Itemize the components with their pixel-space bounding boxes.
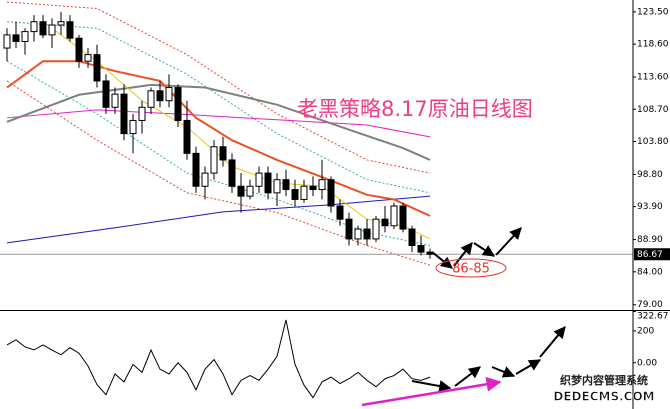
watermark: DEDECMS.COM	[553, 390, 654, 404]
target-ellipse	[435, 258, 507, 278]
candle-body	[120, 93, 128, 135]
candle-body	[264, 172, 272, 194]
candle-body	[282, 179, 290, 191]
candle-body	[48, 24, 56, 36]
y-tick-label: 118.60	[637, 40, 669, 50]
candle-body	[66, 21, 74, 39]
candle-body	[336, 205, 344, 220]
candle-body	[183, 119, 191, 154]
candle-body	[210, 146, 218, 174]
candle-body	[30, 21, 38, 33]
watermark: 织梦内容管理系统	[560, 373, 648, 387]
candle-body	[39, 21, 47, 36]
candle-body	[102, 80, 110, 108]
annotation-arrows	[411, 227, 566, 392]
candle-body	[291, 189, 299, 200]
candle-body	[246, 185, 254, 197]
last-price-box	[634, 248, 670, 261]
candle-body	[237, 185, 245, 197]
y-tick-label: 322.67	[637, 312, 669, 322]
indicator-line	[6, 80, 431, 266]
candle-body	[273, 179, 281, 194]
candle-body	[147, 90, 155, 108]
candle-body	[84, 54, 92, 62]
indicator-line	[6, 195, 431, 244]
candle-body	[75, 37, 83, 62]
candle-body	[309, 185, 317, 191]
y-tick-label: 84.00	[637, 267, 663, 277]
y-tick-label: 88.90	[637, 235, 663, 245]
candle-body	[165, 87, 173, 102]
arrow	[454, 366, 481, 387]
candle-body	[228, 159, 236, 187]
y-tick-label: 98.80	[637, 170, 663, 180]
candle-body	[381, 218, 389, 227]
candle-body	[327, 179, 335, 207]
candle-body	[174, 87, 182, 121]
candle-body	[255, 172, 263, 187]
indicator-line	[6, 1, 431, 174]
y-tick-label: 103.80	[637, 137, 669, 147]
candle-body	[300, 185, 308, 200]
y-tick-label: 93.90	[637, 202, 663, 212]
arrow	[453, 242, 473, 267]
candle-body	[219, 146, 227, 161]
candle-body	[363, 228, 371, 240]
candle-body	[3, 34, 11, 49]
indicator-line	[6, 83, 431, 161]
indicator-line	[6, 60, 431, 217]
arrow	[431, 251, 453, 269]
candle-body	[345, 218, 353, 240]
candle-body	[156, 90, 164, 102]
candle-body	[111, 93, 119, 108]
arrow	[361, 376, 502, 407]
last-price-label: 86.67	[637, 250, 663, 260]
annotation-target: 86-85	[452, 262, 490, 277]
y-tick-label: 108.70	[637, 105, 669, 115]
candle-body	[408, 228, 416, 246]
indicator-line	[6, 21, 431, 194]
y-tick-label: 123.50	[637, 7, 669, 17]
candle-body	[21, 31, 29, 42]
y-tick-label: 0.00	[637, 358, 657, 368]
arrow	[539, 326, 566, 358]
y-tick-label: 200	[637, 326, 654, 336]
annotation-title: 老黑策略8.17原油日线图	[297, 97, 533, 121]
arrow	[473, 242, 496, 257]
candle-body	[93, 54, 101, 82]
candle-body	[138, 106, 146, 121]
candle-body	[201, 172, 209, 187]
candle-body	[399, 205, 407, 230]
candle-body	[372, 218, 380, 240]
plot-area	[0, 1, 633, 399]
arrow	[491, 366, 516, 378]
arrow	[515, 359, 542, 375]
candle-body	[318, 179, 326, 191]
y-tick-label: 113.60	[637, 73, 669, 83]
candle-body	[57, 21, 65, 26]
candle-body	[417, 244, 425, 253]
indicator-line	[6, 109, 431, 138]
candle-body	[192, 152, 200, 187]
arrow	[495, 227, 522, 256]
candle-body	[129, 119, 137, 135]
candle-body	[354, 228, 362, 240]
candle-body	[12, 34, 20, 42]
oscillator-line	[6, 319, 431, 399]
candle-body	[390, 205, 398, 227]
arrow	[411, 380, 452, 392]
y-tick-label: 79.00	[637, 300, 663, 310]
